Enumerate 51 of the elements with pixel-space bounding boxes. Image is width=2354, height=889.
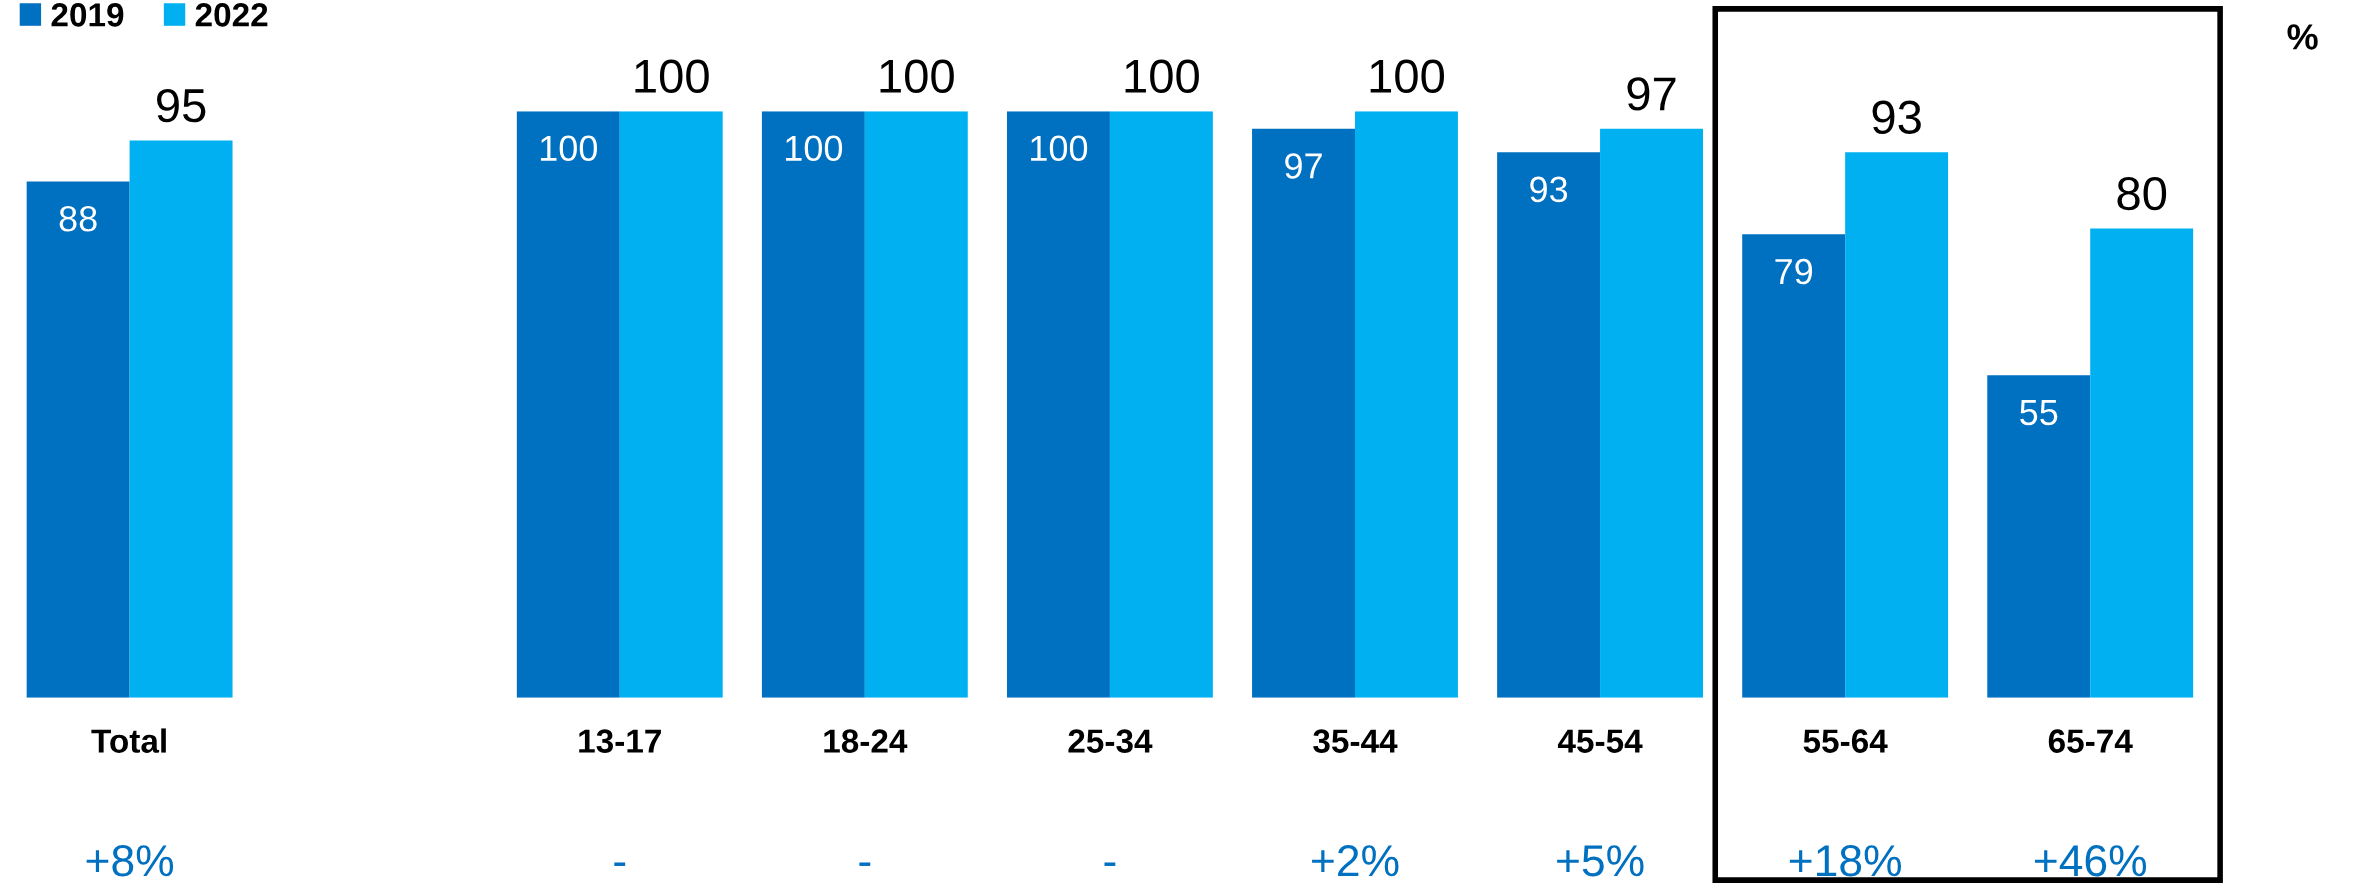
text: +2%	[1312, 844, 1399, 877]
text: +8%	[86, 844, 174, 877]
bar	[516, 111, 620, 698]
x-tick-label: 18-24	[824, 729, 908, 753]
data-label: 100	[1125, 59, 1199, 93]
text: %	[2287, 24, 2318, 50]
bar	[761, 111, 865, 698]
text: -	[614, 862, 626, 866]
bar	[2090, 228, 2194, 698]
legend-label: 2022	[195, 3, 268, 27]
data-label: 100	[635, 59, 709, 93]
data-label: 97	[1285, 153, 1322, 179]
data-label: 97	[1627, 77, 1676, 111]
bar	[129, 140, 233, 698]
x-tick-label: 25-34	[1068, 729, 1153, 753]
bar	[1600, 128, 1703, 698]
x-tick-label: Total	[91, 728, 166, 753]
x-tick-label: 45-54	[1557, 729, 1643, 753]
bar	[1497, 152, 1601, 698]
x-tick-label: 13-17	[579, 729, 661, 753]
bar	[1845, 152, 1949, 698]
data-label: 100	[540, 135, 598, 162]
bar	[1006, 111, 1110, 698]
bar	[1252, 128, 1355, 698]
text: -	[1104, 862, 1116, 866]
data-label: 93	[1872, 100, 1921, 135]
data-label: 95	[157, 88, 206, 123]
x-tick-label: 55-64	[1803, 729, 1888, 753]
bar	[619, 111, 723, 698]
data-label: 80	[2117, 176, 2167, 211]
bar	[1987, 375, 2091, 698]
legend-label: 2019	[51, 3, 124, 27]
bar	[1109, 111, 1213, 698]
data-label: 55	[2020, 399, 2058, 426]
data-label: 100	[786, 135, 843, 162]
bar	[864, 111, 968, 698]
data-label: 79	[1775, 258, 1813, 285]
bar	[1742, 234, 1846, 698]
bar	[26, 181, 130, 698]
x-tick-label: 65-74	[2048, 729, 2133, 753]
data-label: 100	[1031, 135, 1088, 162]
x-tick-label: 35-44	[1313, 729, 1398, 753]
text: +18%	[1789, 844, 1902, 877]
text: +5%	[1557, 845, 1644, 877]
data-label: 100	[1370, 59, 1445, 93]
data-label: 88	[59, 205, 97, 232]
text: +46%	[2034, 844, 2147, 877]
data-label: 93	[1530, 176, 1568, 203]
data-label: 100	[880, 59, 954, 93]
bar	[1354, 111, 1458, 698]
text: -	[859, 862, 871, 866]
